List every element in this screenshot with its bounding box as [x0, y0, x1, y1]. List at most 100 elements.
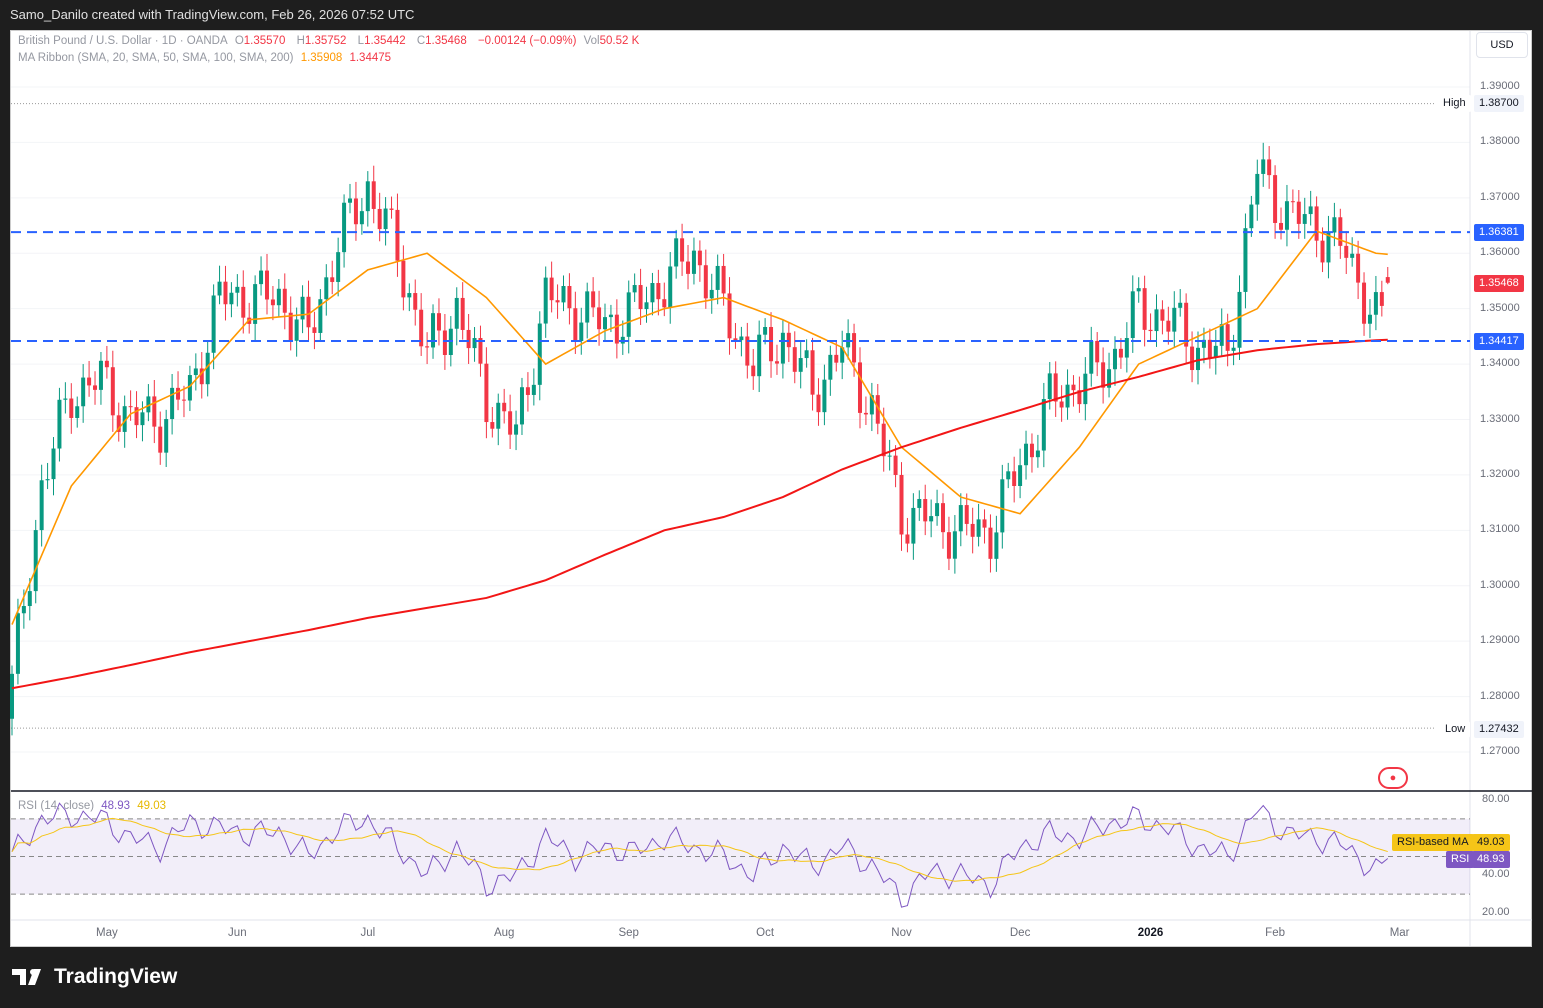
candle-body — [917, 498, 922, 508]
candle-body — [1273, 175, 1278, 223]
tradingview-logo[interactable]: TradingView — [12, 965, 177, 989]
candle-body — [312, 327, 317, 333]
candle-body — [205, 352, 210, 385]
candle-body — [336, 252, 341, 282]
rsi-ma-value: 49.03 — [137, 800, 167, 812]
candle-body — [804, 350, 809, 359]
candle-body — [264, 270, 269, 300]
candle-body — [1101, 362, 1106, 388]
candle-body — [549, 277, 554, 301]
candle-body — [1267, 159, 1272, 176]
candle-body — [792, 347, 797, 372]
candle-body — [632, 285, 637, 293]
candle-body — [1160, 309, 1165, 321]
time-axis-tick: Oct — [756, 927, 775, 939]
candle-body — [869, 395, 874, 415]
candle-body — [751, 365, 756, 377]
candle-body — [187, 375, 192, 401]
candle-body — [128, 406, 133, 408]
candle-body — [721, 265, 726, 294]
candle-body — [1124, 338, 1129, 358]
price-axis-tick: 1.35000 — [1480, 301, 1520, 314]
candle-body — [1095, 340, 1100, 363]
candle-body — [1184, 302, 1189, 347]
candle-body — [697, 250, 702, 266]
candle-body — [1367, 314, 1372, 324]
candle-body — [170, 387, 175, 420]
us-flag-event-icon[interactable]: ● — [1378, 767, 1408, 789]
candle-body — [531, 384, 536, 395]
candle-body — [1379, 292, 1384, 306]
symbol-legend: British Pound / U.S. Dollar · 1D · OANDA… — [18, 35, 647, 47]
candle-body — [941, 503, 946, 533]
candle-body — [816, 394, 821, 413]
symbol-name[interactable]: British Pound / U.S. Dollar · 1D · OANDA — [18, 35, 228, 47]
rsi-ma-label: RSI-based MA — [1392, 834, 1474, 851]
candle-body — [294, 319, 299, 341]
candle-body — [1024, 443, 1029, 466]
candle-body — [152, 396, 157, 427]
candle-body — [39, 480, 44, 531]
open-value: 1.35570 — [243, 35, 286, 47]
low-label: L — [357, 35, 365, 47]
candle-body — [745, 336, 750, 366]
rsi-name[interactable]: RSI (14, close) — [18, 800, 95, 812]
candle-body — [442, 330, 447, 356]
rsi-legend: RSI (14, close) 48.93 49.03 — [18, 800, 170, 812]
time-axis-tick: Nov — [891, 927, 912, 939]
candle-body — [608, 314, 613, 318]
candle-body — [1112, 348, 1117, 370]
candle-body — [810, 350, 815, 395]
candle-body — [1356, 253, 1361, 283]
candle-body — [1296, 201, 1301, 224]
candle-body — [342, 202, 347, 253]
candle-body — [158, 426, 163, 453]
currency-button[interactable]: USD — [1476, 32, 1528, 58]
candle-body — [1350, 253, 1355, 258]
low-price-label: 1.27432 — [1474, 721, 1524, 738]
candle-body — [122, 406, 127, 432]
candle-body — [199, 368, 204, 385]
price-axis-tick: 1.32000 — [1480, 467, 1520, 480]
candle-body — [567, 286, 572, 309]
candle-body — [229, 292, 234, 305]
candle-body — [1362, 282, 1367, 324]
candle-body — [1041, 399, 1046, 451]
rsi-axis-tick: 40.00 — [1482, 868, 1510, 881]
ma-ribbon-name[interactable]: MA Ribbon (SMA, 20, SMA, 50, SMA, 100, S… — [18, 52, 294, 64]
candle-body — [857, 362, 862, 413]
candle-body — [603, 317, 607, 330]
candle-body — [780, 332, 785, 364]
high-label: H — [296, 35, 305, 47]
volume-value: 50.52 K — [599, 35, 640, 47]
candle-body — [988, 527, 993, 559]
time-axis-tick: 2026 — [1137, 927, 1164, 939]
candle-body — [1237, 291, 1242, 348]
candle-body — [496, 402, 501, 429]
candle-body — [288, 312, 293, 341]
candle-body — [1385, 277, 1390, 283]
price-axis-tick: 1.36000 — [1480, 246, 1520, 259]
candle-body — [982, 519, 987, 528]
candle-body — [57, 399, 62, 449]
candle-body — [887, 455, 892, 457]
chart-credit: Samo_Danilo created with TradingView.com… — [10, 7, 415, 22]
candle-body — [519, 387, 524, 425]
rsi-price-label: 48.93 — [1472, 851, 1510, 868]
chart-panel[interactable] — [10, 30, 1532, 947]
candle-body — [952, 531, 957, 559]
sma200-value: 1.34475 — [349, 52, 392, 64]
candle-body — [674, 238, 679, 267]
candle-body — [69, 398, 74, 418]
candle-body — [958, 505, 963, 532]
resistance-price-label: 1.36381 — [1474, 224, 1524, 241]
candle-body — [419, 309, 424, 347]
candle-body — [371, 181, 376, 209]
candle-body — [1142, 288, 1147, 330]
time-axis-tick: Dec — [1009, 927, 1031, 939]
change-value: −0.00124 (−0.09%) — [477, 35, 577, 47]
candle-body — [21, 606, 26, 614]
candle-body — [1332, 217, 1337, 233]
candle-body — [691, 250, 696, 274]
